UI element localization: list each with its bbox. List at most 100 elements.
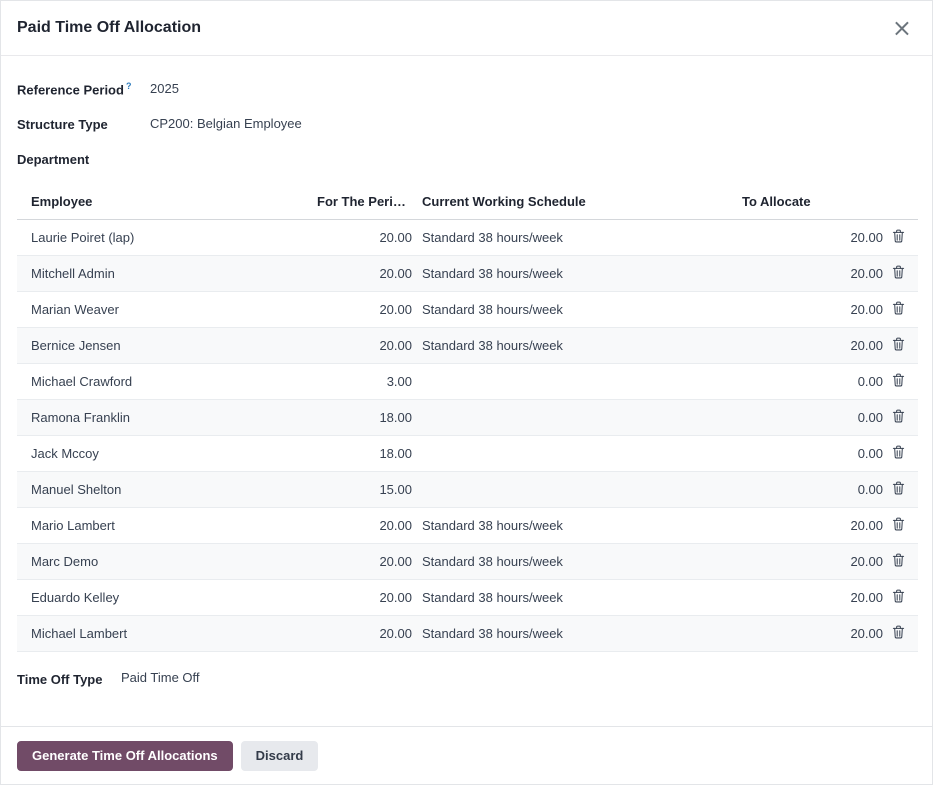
row-actions-cell: [883, 399, 918, 436]
employee-name-cell[interactable]: Mitchell Admin: [17, 255, 317, 292]
working-schedule-cell[interactable]: Standard 38 hours/week: [412, 327, 742, 364]
working-schedule-cell[interactable]: [412, 435, 742, 472]
delete-row-button[interactable]: [892, 265, 905, 279]
delete-row-button[interactable]: [892, 301, 905, 315]
table-row[interactable]: Bernice Jensen 20.00 Standard 38 hours/w…: [17, 327, 918, 364]
close-icon: ×: [891, 14, 912, 42]
form-row-reference-period: Reference Period? 2025: [17, 72, 916, 107]
dialog-body: Reference Period? 2025 Structure Type CP…: [1, 56, 932, 726]
column-header-employee[interactable]: Employee: [17, 185, 317, 220]
working-schedule-cell[interactable]: [412, 399, 742, 436]
for-the-period-cell[interactable]: 15.00: [317, 471, 412, 508]
column-header-actions: [883, 185, 918, 220]
structure-type-value[interactable]: CP200: Belgian Employee: [150, 115, 302, 131]
delete-row-button[interactable]: [892, 589, 905, 603]
working-schedule-cell[interactable]: [412, 363, 742, 400]
working-schedule-cell[interactable]: Standard 38 hours/week: [412, 507, 742, 544]
to-allocate-cell[interactable]: 20.00: [742, 327, 883, 364]
for-the-period-cell[interactable]: 18.00: [317, 399, 412, 436]
trash-icon: [892, 301, 905, 314]
employee-name-cell[interactable]: Michael Crawford: [17, 363, 317, 400]
row-actions-cell: [883, 291, 918, 328]
for-the-period-cell[interactable]: 18.00: [317, 435, 412, 472]
row-actions-cell: [883, 579, 918, 616]
employee-name-cell[interactable]: Bernice Jensen: [17, 327, 317, 364]
to-allocate-cell[interactable]: 20.00: [742, 219, 883, 256]
table-row[interactable]: Mitchell Admin 20.00 Standard 38 hours/w…: [17, 255, 918, 292]
close-button[interactable]: ×: [888, 16, 916, 40]
to-allocate-cell[interactable]: 0.00: [742, 399, 883, 436]
for-the-period-cell[interactable]: 20.00: [317, 255, 412, 292]
column-header-to-allocate[interactable]: To Allocate: [742, 185, 883, 220]
delete-row-button[interactable]: [892, 517, 905, 531]
delete-row-button[interactable]: [892, 373, 905, 387]
row-actions-cell: [883, 471, 918, 508]
working-schedule-cell[interactable]: Standard 38 hours/week: [412, 543, 742, 580]
for-the-period-cell[interactable]: 20.00: [317, 507, 412, 544]
form-row-department: Department: [17, 142, 916, 177]
working-schedule-cell[interactable]: [412, 471, 742, 508]
to-allocate-cell[interactable]: 20.00: [742, 507, 883, 544]
employee-name-cell[interactable]: Manuel Shelton: [17, 471, 317, 508]
for-the-period-cell[interactable]: 20.00: [317, 615, 412, 652]
employee-allocation-table: Employee For The Peri… Current Working S…: [17, 185, 918, 652]
for-the-period-cell[interactable]: 20.00: [317, 219, 412, 256]
working-schedule-cell[interactable]: Standard 38 hours/week: [412, 579, 742, 616]
employee-name-cell[interactable]: Marc Demo: [17, 543, 317, 580]
table-row[interactable]: Eduardo Kelley 20.00 Standard 38 hours/w…: [17, 579, 918, 616]
table-row[interactable]: Michael Crawford 3.00 0.00: [17, 363, 918, 400]
employee-name-cell[interactable]: Mario Lambert: [17, 507, 317, 544]
table-row[interactable]: Marian Weaver 20.00 Standard 38 hours/we…: [17, 291, 918, 328]
table-row[interactable]: Manuel Shelton 15.00 0.00: [17, 471, 918, 508]
delete-row-button[interactable]: [892, 337, 905, 351]
delete-row-button[interactable]: [892, 553, 905, 567]
working-schedule-cell[interactable]: Standard 38 hours/week: [412, 291, 742, 328]
working-schedule-cell[interactable]: Standard 38 hours/week: [412, 255, 742, 292]
delete-row-button[interactable]: [892, 625, 905, 639]
dialog-header: Paid Time Off Allocation ×: [1, 1, 932, 56]
delete-row-button[interactable]: [892, 229, 905, 243]
table-header-row: Employee For The Peri… Current Working S…: [17, 185, 918, 220]
for-the-period-cell[interactable]: 20.00: [317, 327, 412, 364]
employee-name-cell[interactable]: Eduardo Kelley: [17, 579, 317, 616]
to-allocate-cell[interactable]: 20.00: [742, 615, 883, 652]
for-the-period-cell[interactable]: 3.00: [317, 363, 412, 400]
delete-row-button[interactable]: [892, 481, 905, 495]
column-header-current-working-schedule[interactable]: Current Working Schedule: [412, 185, 742, 220]
to-allocate-cell[interactable]: 20.00: [742, 543, 883, 580]
form-row-structure-type: Structure Type CP200: Belgian Employee: [17, 107, 916, 142]
to-allocate-cell[interactable]: 20.00: [742, 579, 883, 616]
delete-row-button[interactable]: [892, 409, 905, 423]
employee-name-cell[interactable]: Laurie Poiret (lap): [17, 219, 317, 256]
discard-button[interactable]: Discard: [240, 740, 319, 771]
table-row[interactable]: Michael Lambert 20.00 Standard 38 hours/…: [17, 615, 918, 652]
working-schedule-cell[interactable]: Standard 38 hours/week: [412, 615, 742, 652]
department-value[interactable]: [150, 151, 270, 169]
employee-name-cell[interactable]: Marian Weaver: [17, 291, 317, 328]
for-the-period-cell[interactable]: 20.00: [317, 291, 412, 328]
generate-time-off-allocations-button[interactable]: Generate Time Off Allocations: [17, 740, 233, 771]
employee-name-cell[interactable]: Ramona Franklin: [17, 399, 317, 436]
for-the-period-cell[interactable]: 20.00: [317, 579, 412, 616]
to-allocate-cell[interactable]: 20.00: [742, 291, 883, 328]
to-allocate-cell[interactable]: 0.00: [742, 435, 883, 472]
time-off-type-value[interactable]: Paid Time Off: [121, 670, 200, 685]
table-row[interactable]: Jack Mccoy 18.00 0.00: [17, 435, 918, 472]
table-row[interactable]: Ramona Franklin 18.00 0.00: [17, 399, 918, 436]
table-row[interactable]: Marc Demo 20.00 Standard 38 hours/week 2…: [17, 543, 918, 580]
reference-period-value[interactable]: 2025: [150, 80, 179, 96]
employee-name-cell[interactable]: Jack Mccoy: [17, 435, 317, 472]
employee-name-cell[interactable]: Michael Lambert: [17, 615, 317, 652]
to-allocate-cell[interactable]: 20.00: [742, 255, 883, 292]
for-the-period-cell[interactable]: 20.00: [317, 543, 412, 580]
column-header-for-the-period[interactable]: For The Peri…: [317, 185, 412, 220]
dialog-title: Paid Time Off Allocation: [17, 19, 202, 36]
to-allocate-cell[interactable]: 0.00: [742, 363, 883, 400]
delete-row-button[interactable]: [892, 445, 905, 459]
working-schedule-cell[interactable]: Standard 38 hours/week: [412, 219, 742, 256]
table-row[interactable]: Laurie Poiret (lap) 20.00 Standard 38 ho…: [17, 219, 918, 256]
trash-icon: [892, 265, 905, 278]
to-allocate-cell[interactable]: 0.00: [742, 471, 883, 508]
table-row[interactable]: Mario Lambert 20.00 Standard 38 hours/we…: [17, 507, 918, 544]
